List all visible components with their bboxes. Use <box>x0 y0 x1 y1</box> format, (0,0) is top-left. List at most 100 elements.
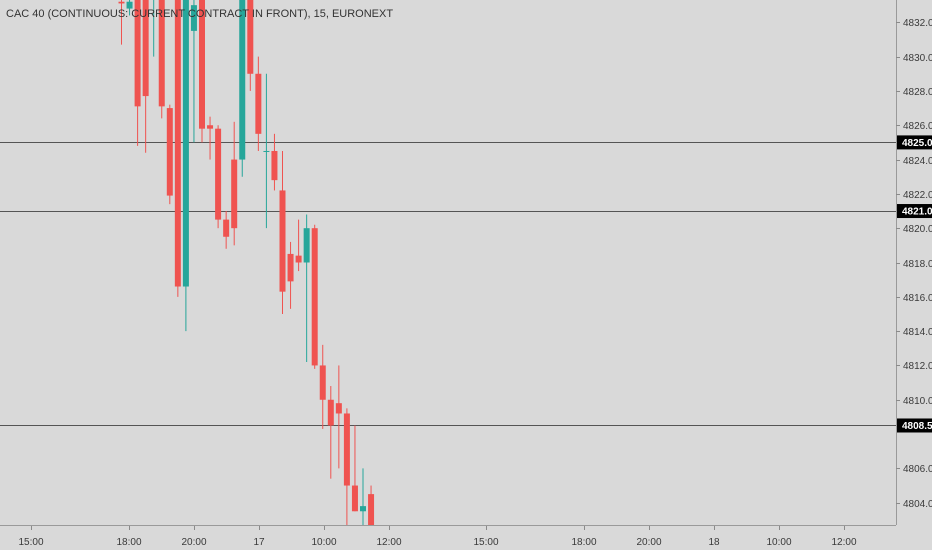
price-tag: 4825.0 <box>897 135 932 150</box>
candle-body <box>255 73 262 134</box>
candle <box>295 219 302 272</box>
candle-body <box>126 1 133 9</box>
price-tag-label: 4808.5 <box>902 421 932 432</box>
x-tick-label: 15:00 <box>18 537 43 548</box>
candle <box>351 425 358 512</box>
x-tick-label: 10:00 <box>766 537 791 548</box>
candle-body <box>199 0 205 129</box>
candle <box>199 0 205 143</box>
candle <box>153 0 155 57</box>
candle <box>142 0 149 153</box>
candle-body <box>207 125 214 129</box>
y-tick-label: 4816.0 <box>903 293 932 304</box>
candle-body <box>174 0 181 287</box>
candle <box>368 485 375 525</box>
price-tag-label: 4821.0 <box>902 207 932 218</box>
candle <box>287 241 294 309</box>
candle-body <box>327 399 334 426</box>
horizontal-lines[interactable] <box>0 142 896 426</box>
y-tick-label: 4814.0 <box>903 327 932 338</box>
x-tick-label: 12:00 <box>831 537 856 548</box>
price-tag-background <box>897 418 932 433</box>
candle <box>279 150 286 314</box>
x-tick-label: 18 <box>708 537 720 548</box>
price-axis[interactable]: 4832.0 4830.0 4828.0 4826.0 4824.0 4822.0 4820… <box>896 18 932 510</box>
x-tick-label: 20:00 <box>636 537 661 548</box>
y-tick-label: 4818.0 <box>903 259 932 270</box>
price-tags: 4825.0 4821.0 4808.5 <box>897 135 932 433</box>
candle-body <box>223 219 230 237</box>
price-tag: 4808.5 <box>897 418 932 433</box>
x-tick-label: 17 <box>253 537 265 548</box>
candle <box>134 0 141 146</box>
candle <box>158 0 165 119</box>
price-tag: 4821.0 <box>897 204 932 219</box>
x-tick-label: 18:00 <box>571 537 596 548</box>
candle-body <box>279 190 286 292</box>
candle <box>239 0 246 177</box>
price-tag-background <box>897 204 932 219</box>
y-tick-label: 4830.0 <box>903 53 932 64</box>
candle-body <box>231 159 238 229</box>
candle-body <box>182 0 189 287</box>
y-tick-label: 4820.0 <box>903 224 932 235</box>
candle-body <box>239 0 246 160</box>
candle <box>303 214 310 363</box>
y-tick-label: 4826.0 <box>903 121 932 132</box>
candle <box>360 468 366 525</box>
candle <box>215 125 222 229</box>
candle <box>255 56 262 151</box>
candle-body <box>118 1 125 4</box>
y-tick-label: 4810.0 <box>903 396 932 407</box>
candle <box>207 116 214 160</box>
candle-body <box>166 108 173 196</box>
y-tick-label: 4806.0 <box>903 464 932 475</box>
candle <box>174 0 181 297</box>
y-tick-label: 4828.0 <box>903 87 932 98</box>
candle-body <box>215 128 222 220</box>
candle-body <box>368 494 375 525</box>
candle-body <box>190 5 197 31</box>
candle-body <box>343 413 350 486</box>
candles-group <box>118 0 375 525</box>
candle <box>271 133 278 191</box>
candle-body <box>303 228 310 263</box>
candle <box>118 0 125 45</box>
x-tick-label: 15:00 <box>473 537 498 548</box>
x-tick-label: 10:00 <box>311 537 336 548</box>
y-tick-label: 4804.0 <box>903 499 932 510</box>
time-axis[interactable]: 15:00 18:00 20:00 17 10:00 12:00 15:00 18:00 20:… <box>18 526 857 548</box>
candle-body <box>263 150 270 152</box>
candle <box>327 386 334 479</box>
candle <box>335 365 342 469</box>
y-tick-label: 4832.0 <box>903 18 932 29</box>
candle-body <box>335 403 342 414</box>
candle <box>190 0 197 143</box>
candle <box>166 104 173 205</box>
candle-body <box>311 228 318 366</box>
candle <box>223 211 230 249</box>
candle-body <box>271 150 278 181</box>
y-tick-label: 4812.0 <box>903 361 932 372</box>
x-tick-label: 20:00 <box>181 537 206 548</box>
candle <box>182 0 189 332</box>
y-tick-label: 4824.0 <box>903 156 932 167</box>
candle <box>126 0 133 16</box>
candle-body <box>247 0 254 74</box>
candle-body <box>360 506 366 512</box>
candle-body <box>287 253 294 282</box>
candle <box>311 224 318 369</box>
candle <box>231 121 238 246</box>
candle <box>263 73 270 229</box>
candle-body <box>142 0 149 97</box>
candle-body <box>319 365 326 400</box>
candle-body <box>158 0 165 107</box>
candle <box>343 408 350 525</box>
price-tag-background <box>897 135 932 150</box>
candle <box>247 0 254 91</box>
x-tick-label: 12:00 <box>376 537 401 548</box>
chart-title: CAC 40 (CONTINUOUS: CURRENT CONTRACT IN … <box>6 8 393 20</box>
candle-body <box>295 255 302 263</box>
